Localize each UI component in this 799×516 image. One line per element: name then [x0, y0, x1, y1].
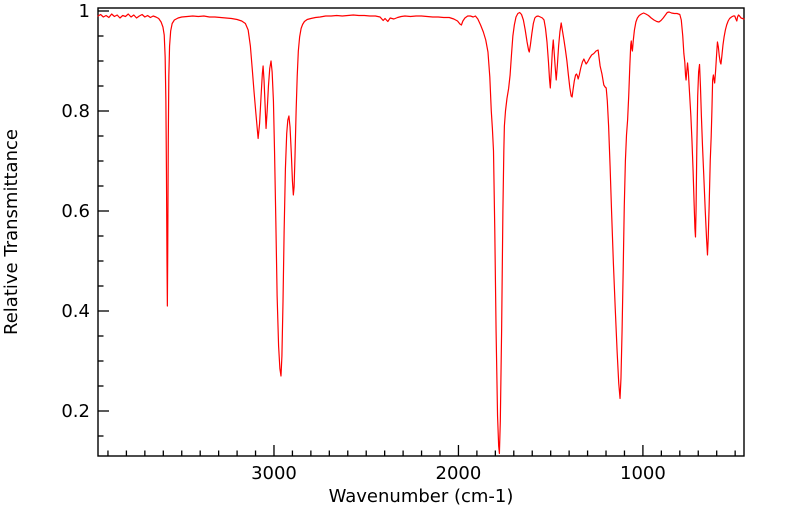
- y-tick-label: 1: [79, 1, 90, 22]
- x-tick-label: 2000: [436, 463, 482, 484]
- y-axis-label: Relative Transmittance: [1, 129, 22, 335]
- y-tick-label: 0.4: [61, 301, 90, 322]
- x-axis-label: Wavenumber (cm-1): [329, 486, 514, 507]
- axis-ticks: [98, 10, 736, 456]
- spectrum-line: [97, 11, 745, 455]
- x-tick-label: 3000: [251, 463, 297, 484]
- plot-frame: [97, 7, 745, 457]
- x-tick-label: 1000: [620, 463, 666, 484]
- axis-tick-labels: 3000 2000 1000 1 0.8 0.6 0.4 0.2: [61, 1, 665, 484]
- y-tick-label: 0.8: [61, 101, 90, 122]
- y-tick-label: 0.2: [61, 401, 90, 422]
- y-tick-label: 0.6: [61, 201, 90, 222]
